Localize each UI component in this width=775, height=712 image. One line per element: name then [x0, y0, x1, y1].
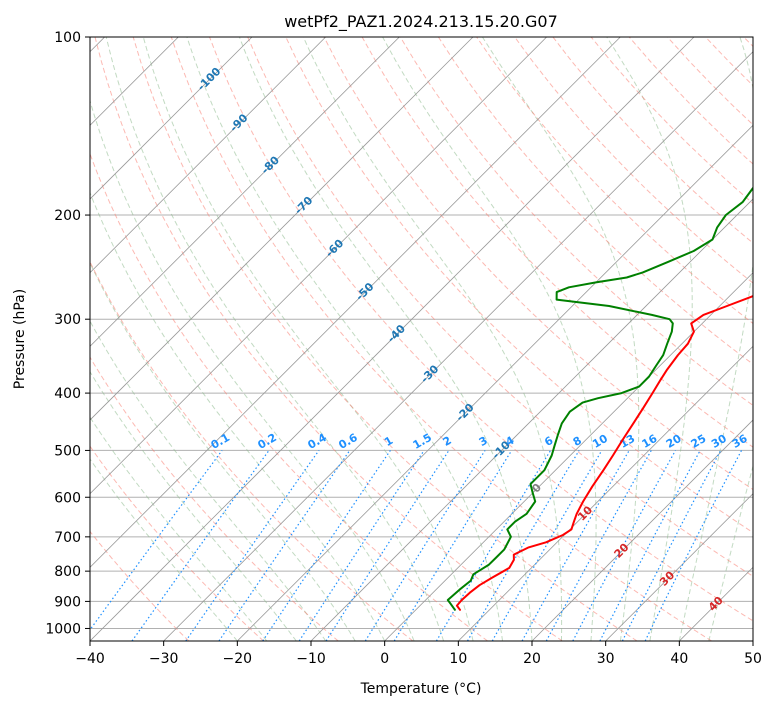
x-axis-title: Temperature (°C) — [360, 681, 482, 697]
y-tick-label: 500 — [54, 443, 81, 459]
x-tick-label: −30 — [149, 651, 179, 667]
x-tick-label: 10 — [449, 651, 467, 667]
y-tick-label: 800 — [54, 564, 81, 580]
y-axis-title: Pressure (hPa) — [12, 289, 28, 389]
x-tick-label: 0 — [380, 651, 389, 667]
y-tick-label: 300 — [54, 312, 81, 328]
chart-title: wetPf2_PAZ1.2024.213.15.20.G07 — [284, 12, 558, 32]
x-tick-label: 50 — [744, 651, 762, 667]
x-tick-label: −40 — [75, 651, 105, 667]
y-tick-label: 1000 — [45, 621, 81, 637]
y-tick-label: 900 — [54, 594, 81, 610]
y-tick-label: 700 — [54, 530, 81, 546]
y-tick-label: 400 — [54, 386, 81, 402]
x-tick-label: −10 — [296, 651, 326, 667]
x-tick-label: −20 — [223, 651, 253, 667]
x-tick-label: 40 — [670, 651, 688, 667]
y-tick-label: 600 — [54, 490, 81, 506]
y-tick-label: 100 — [54, 30, 81, 46]
y-tick-label: 200 — [54, 208, 81, 224]
x-tick-label: 30 — [597, 651, 615, 667]
x-tick-label: 20 — [523, 651, 541, 667]
